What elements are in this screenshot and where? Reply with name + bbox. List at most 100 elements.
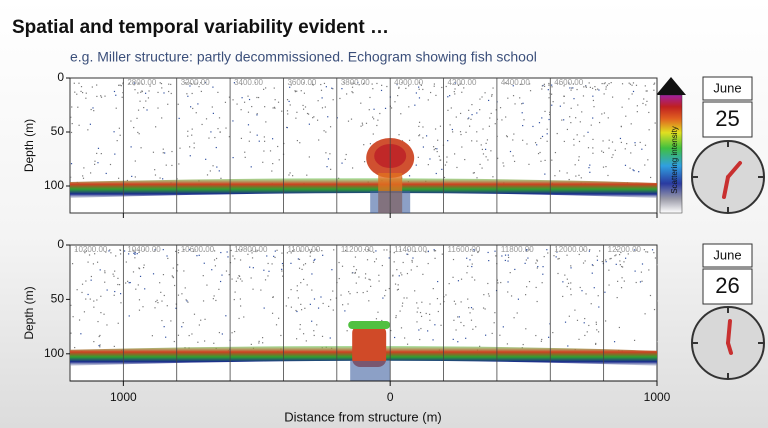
speckle bbox=[332, 88, 334, 90]
speckle bbox=[381, 319, 383, 322]
speckle bbox=[470, 118, 472, 120]
speckle bbox=[134, 251, 136, 253]
speckle bbox=[213, 342, 215, 344]
speckle bbox=[571, 87, 573, 89]
speckle bbox=[96, 95, 98, 98]
speckle bbox=[522, 124, 524, 127]
day: 25 bbox=[715, 106, 739, 131]
speckle bbox=[237, 277, 239, 279]
speckle bbox=[281, 252, 283, 254]
speckle bbox=[78, 319, 81, 321]
speckle bbox=[542, 273, 544, 275]
speckle bbox=[298, 258, 301, 261]
speckle bbox=[603, 93, 605, 95]
speckle bbox=[213, 295, 215, 297]
speckle bbox=[77, 106, 79, 108]
speckle bbox=[541, 338, 543, 341]
speckle bbox=[472, 172, 474, 174]
speckle bbox=[117, 277, 119, 279]
speckle bbox=[264, 106, 266, 108]
speckle bbox=[406, 253, 408, 255]
speckle bbox=[453, 319, 455, 321]
ping-label: 10400.00 bbox=[127, 245, 161, 254]
speckle bbox=[421, 301, 423, 303]
speckle bbox=[104, 95, 106, 97]
speckle bbox=[90, 108, 92, 111]
speckle bbox=[247, 124, 250, 126]
speckle bbox=[372, 88, 374, 90]
speckle bbox=[118, 84, 120, 86]
speckle bbox=[418, 329, 420, 331]
speckle bbox=[509, 150, 512, 153]
speckle bbox=[125, 282, 127, 284]
speckle bbox=[559, 105, 561, 107]
speckle bbox=[623, 261, 625, 263]
speckle bbox=[142, 306, 144, 308]
speckle bbox=[416, 302, 418, 304]
speckle bbox=[506, 82, 508, 85]
speckle bbox=[619, 260, 621, 262]
speckle bbox=[467, 118, 469, 120]
speckle bbox=[141, 90, 143, 92]
speckle bbox=[384, 295, 386, 297]
speckle bbox=[202, 275, 204, 277]
speckle bbox=[597, 88, 599, 90]
speckle bbox=[473, 250, 476, 252]
speckle bbox=[204, 318, 206, 320]
speckle bbox=[87, 129, 89, 131]
speckle bbox=[157, 107, 159, 109]
speckle bbox=[130, 120, 132, 122]
speckle bbox=[568, 82, 570, 84]
speckle bbox=[143, 264, 145, 266]
speckle bbox=[289, 104, 291, 106]
speckle bbox=[219, 280, 222, 283]
speckle bbox=[575, 175, 577, 177]
x-tick-label: 0 bbox=[387, 390, 394, 404]
speckle bbox=[588, 167, 590, 169]
speckle bbox=[89, 123, 91, 125]
speckle bbox=[90, 279, 92, 281]
speckle bbox=[159, 82, 161, 84]
speckle bbox=[621, 266, 624, 268]
speckle bbox=[577, 104, 579, 106]
speckle bbox=[648, 111, 650, 114]
speckle bbox=[621, 83, 624, 85]
speckle bbox=[429, 319, 431, 321]
speckle bbox=[248, 140, 250, 142]
day-box bbox=[702, 268, 753, 305]
speckle bbox=[281, 262, 284, 265]
speckle bbox=[488, 295, 490, 297]
speckle bbox=[522, 343, 524, 346]
speckle bbox=[609, 258, 611, 260]
speckle bbox=[506, 343, 509, 345]
speckle bbox=[399, 310, 401, 312]
speckle bbox=[540, 160, 542, 162]
speckle bbox=[397, 95, 399, 97]
speckle bbox=[300, 282, 302, 284]
speckle bbox=[304, 263, 307, 265]
speckle bbox=[162, 249, 164, 251]
speckle bbox=[355, 269, 358, 271]
speckle bbox=[563, 140, 565, 143]
speckle bbox=[314, 258, 316, 260]
speckle bbox=[458, 316, 460, 318]
speckle bbox=[339, 97, 341, 100]
speckle bbox=[181, 326, 183, 328]
speckle bbox=[163, 294, 165, 297]
speckle bbox=[415, 92, 417, 94]
speckle bbox=[238, 317, 240, 320]
speckle bbox=[469, 125, 471, 127]
speckle bbox=[499, 107, 502, 109]
speckle bbox=[364, 277, 367, 279]
speckle bbox=[85, 298, 87, 300]
ping-label: 10800.00 bbox=[234, 245, 268, 254]
speckle bbox=[70, 332, 72, 334]
speckle bbox=[656, 341, 658, 343]
echogram: 10200.00 10400.00 10600.00 10800.00 11000.00… bbox=[69, 244, 658, 382]
speckle bbox=[188, 334, 190, 337]
speckle bbox=[177, 103, 179, 105]
speckle bbox=[529, 249, 531, 251]
speckle bbox=[399, 249, 401, 251]
speckle bbox=[467, 298, 469, 300]
speckle bbox=[466, 272, 468, 274]
